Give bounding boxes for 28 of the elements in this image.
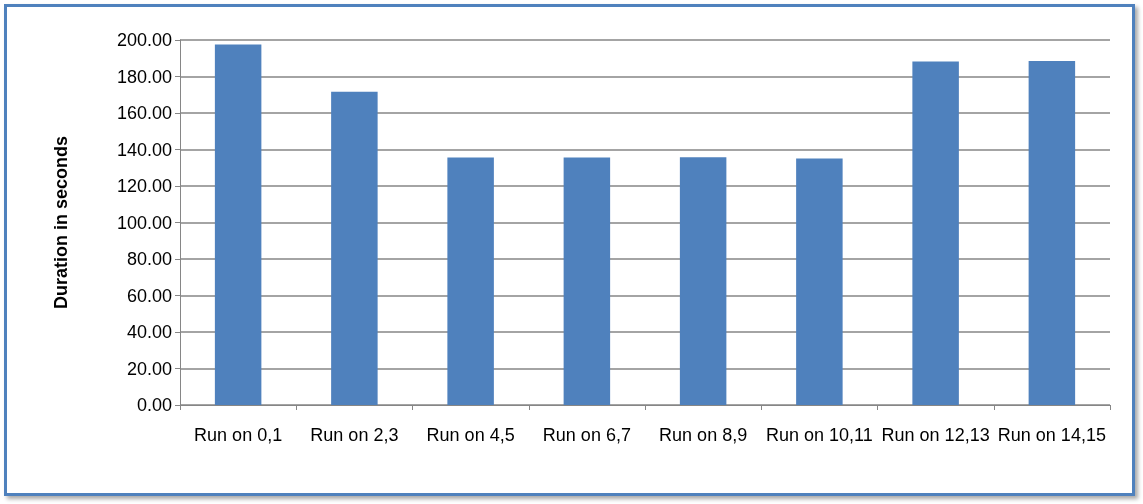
x-tick-label: Run on 14,15	[997, 425, 1106, 445]
y-axis-title: Duration in seconds	[51, 135, 71, 310]
bar	[796, 158, 843, 405]
bar	[563, 157, 611, 405]
y-tick-label: 0.00	[136, 395, 172, 415]
y-tick-label: 40.00	[126, 322, 172, 342]
y-tick-label: 20.00	[126, 358, 172, 379]
y-tick-label: 200.00	[116, 30, 172, 50]
y-tick-label: 80.00	[126, 249, 172, 269]
x-tick-label: Run on 4,5	[426, 425, 515, 445]
x-tick-label: Run on 8,9	[659, 425, 748, 445]
bar	[447, 157, 494, 405]
y-tick-label: 120.00	[116, 176, 172, 196]
bar	[1028, 60, 1076, 405]
x-tick-label: Run on 2,3	[310, 425, 399, 445]
bar	[331, 91, 378, 405]
y-tick-label: 60.00	[126, 285, 172, 306]
x-tick-label: Run on 6,7	[542, 425, 631, 445]
y-tick-label: 100.00	[116, 212, 172, 233]
x-tick-label: Run on 12,13	[881, 425, 990, 445]
bar	[679, 157, 727, 405]
y-tick-label: 180.00	[116, 66, 172, 87]
x-tick-label: Run on 0,1	[194, 425, 283, 445]
bar	[214, 44, 262, 405]
y-tick-label: 160.00	[116, 103, 172, 123]
x-tick-label: Run on 10,11	[765, 425, 873, 445]
y-tick-label: 140.00	[116, 139, 172, 160]
bar	[912, 61, 959, 405]
